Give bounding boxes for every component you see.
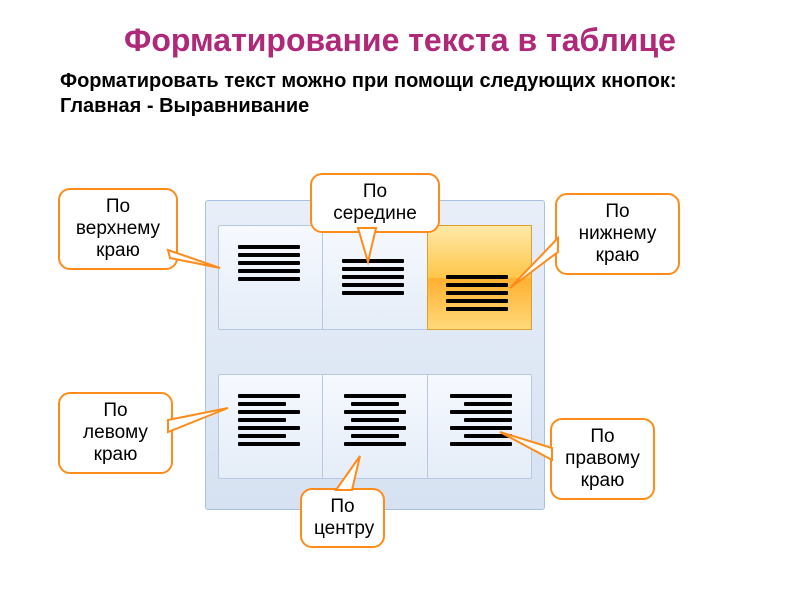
callout-align-center: По центру (300, 488, 385, 548)
align-middle-button[interactable] (323, 226, 427, 329)
align-center-button[interactable] (323, 375, 427, 478)
align-left-icon (232, 388, 310, 466)
align-left-button[interactable] (219, 375, 323, 478)
callout-align-middle: По середине (310, 173, 440, 233)
horizontal-align-row (218, 374, 532, 479)
subtitle: Форматировать текст можно при помощи сле… (0, 59, 800, 119)
alignment-panel (205, 200, 545, 510)
align-middle-icon (336, 239, 414, 317)
align-bottom-button[interactable] (427, 225, 532, 330)
callout-align-bottom: По нижнему краю (555, 193, 680, 275)
align-top-icon (232, 239, 310, 317)
align-right-button[interactable] (428, 375, 531, 478)
page-title: Форматирование текста в таблице (0, 0, 800, 59)
align-center-icon (336, 388, 414, 466)
align-top-button[interactable] (219, 226, 323, 329)
callout-align-top: По верхнему краю (58, 188, 178, 270)
callout-align-left: По левому краю (58, 392, 173, 474)
align-right-icon (440, 388, 518, 466)
align-bottom-icon (440, 239, 518, 317)
vertical-align-row (218, 225, 532, 330)
callout-align-right: По правому краю (550, 418, 655, 500)
